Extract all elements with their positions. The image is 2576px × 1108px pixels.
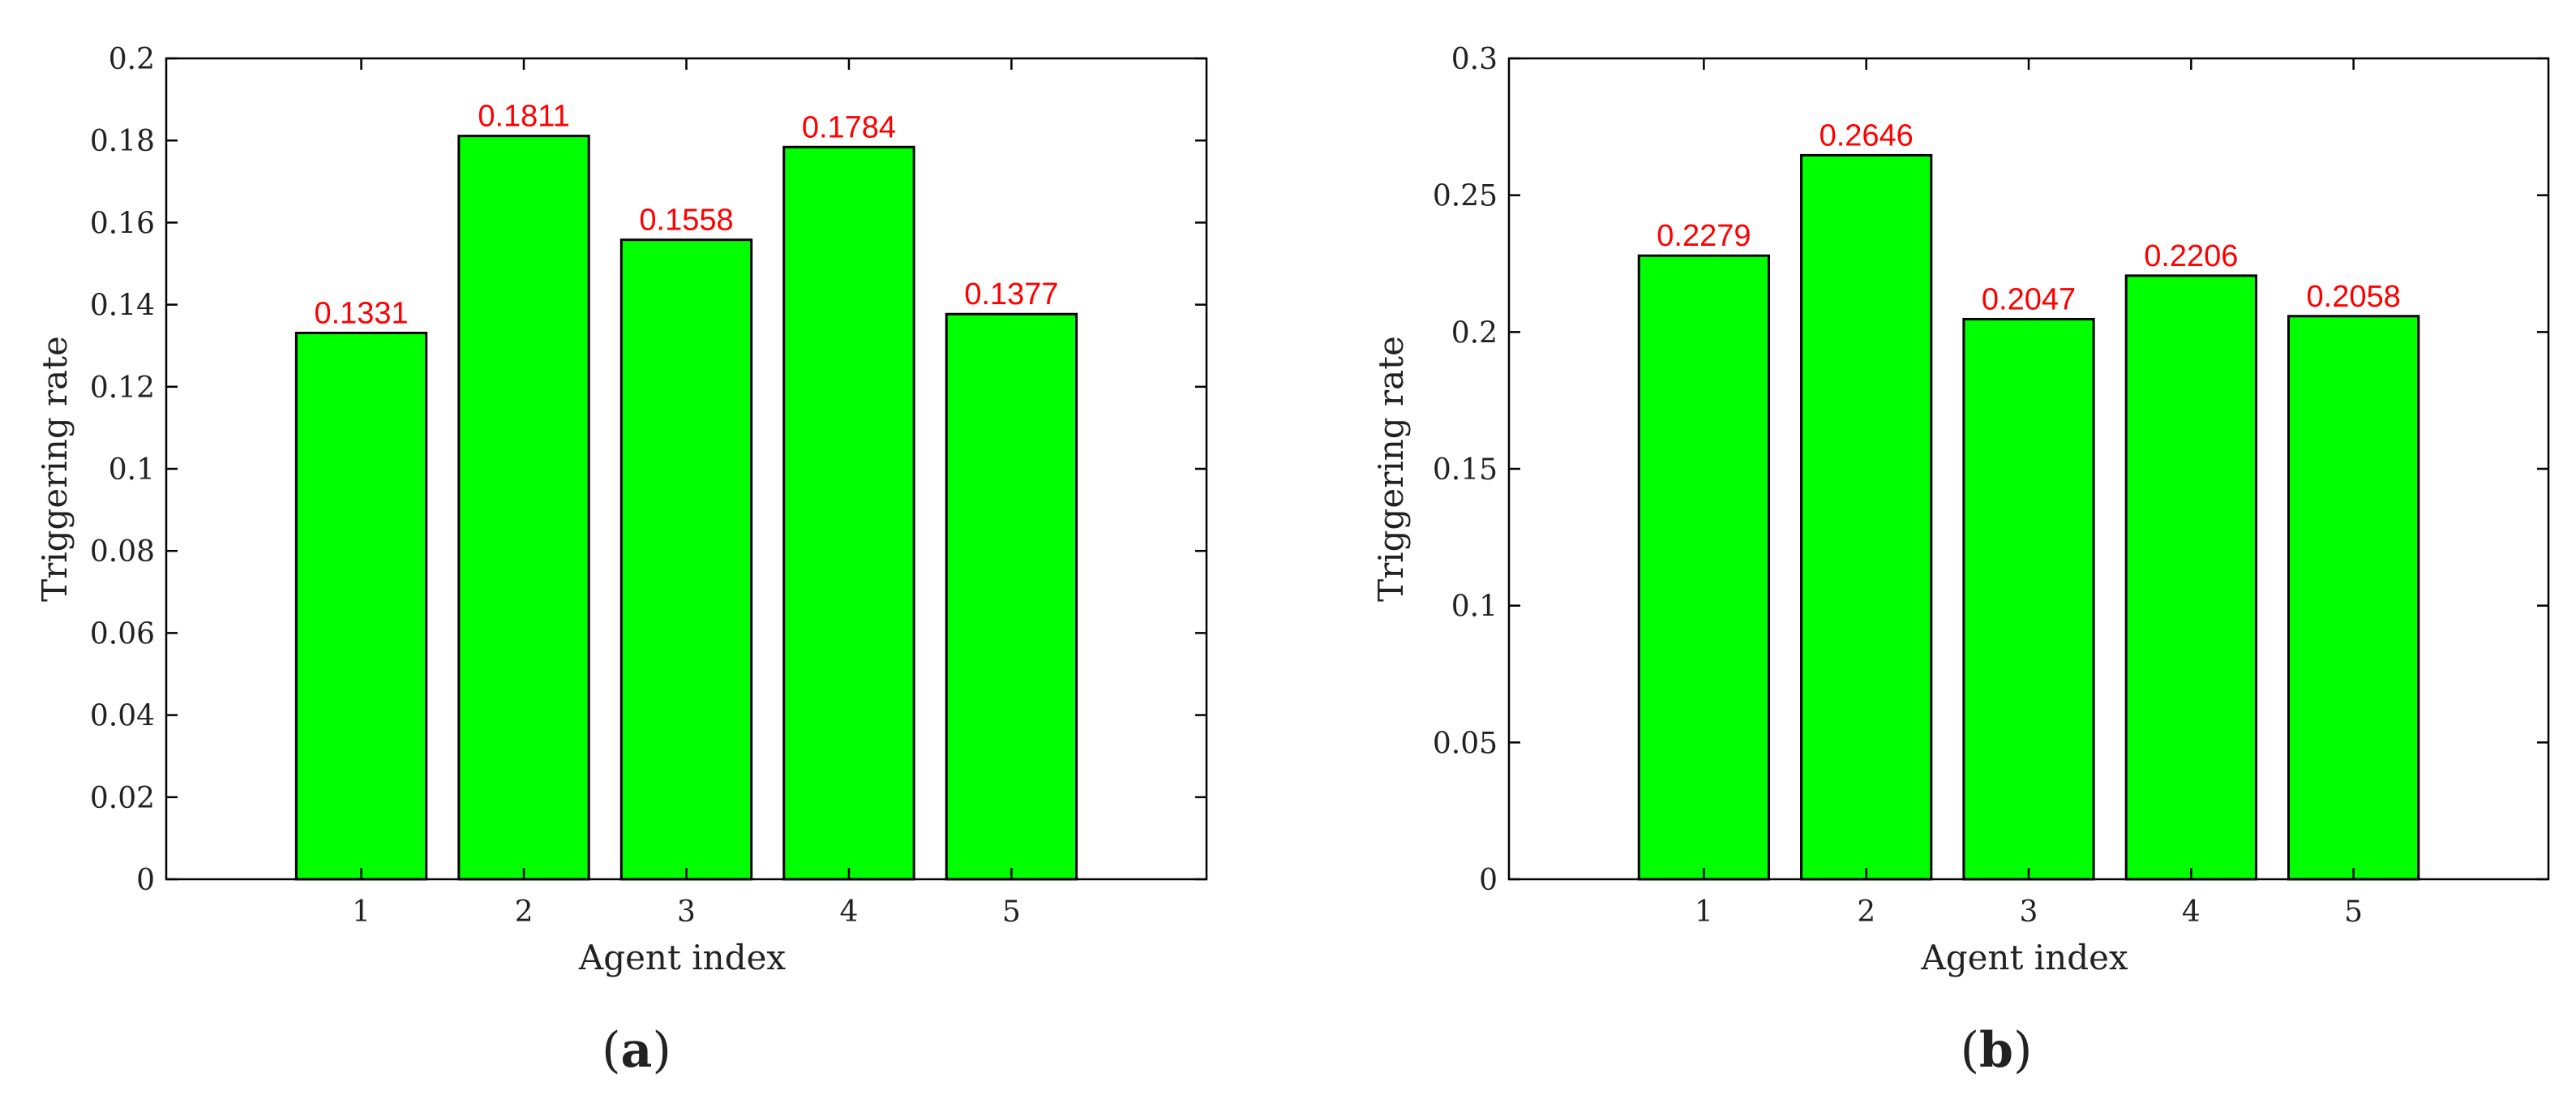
data-label: 0.2279 [1657,219,1751,253]
data-label: 0.1784 [802,110,896,144]
panel-label-a: (a) [602,1022,671,1079]
y-tick-label: 0.02 [90,782,155,815]
y-tick-label: 0.05 [1433,727,1498,760]
data-label: 0.2646 [1819,118,1914,152]
bar [294,332,428,881]
y-tick-label: 0.14 [90,290,155,323]
bar [1962,317,2095,881]
y-axis-label: Triggering rate [1371,336,1411,602]
y-tick-label: 0.2 [109,43,155,76]
bar [457,135,590,881]
data-label: 0.2047 [1982,282,2076,316]
bar [1637,254,1770,881]
chart-a: 0.1331 0.1811 0.1558 0.1784 0.1377 0 0.02 0.04 0… [35,43,1208,977]
y-tick-label: 0.1 [109,453,155,487]
chart-b: 0.2279 0.2646 0.2047 0.2206 0.2058 0 0.05 0.1 0.… [1371,43,2550,977]
y-tick-label: 0.18 [90,125,155,158]
y-tick-label: 0.25 [1433,180,1498,213]
x-tick-label: 5 [1002,895,1021,929]
data-label: 0.1331 [314,297,408,331]
y-axis-label: Triggering rate [35,336,75,602]
x-tick-label: 4 [2182,895,2201,929]
bar [945,312,1078,881]
data-label: 0.1377 [964,277,1058,311]
x-tick-label: 2 [1857,895,1875,929]
x-tick-label: 1 [352,895,371,929]
x-axis-label: Agent index [578,938,787,977]
y-tick-label: 0.15 [1433,453,1498,487]
y-tick-label: 0.06 [90,617,155,651]
bar [619,238,753,881]
bar [2124,274,2257,881]
y-tick-label: 0.2 [1451,316,1498,350]
x-tick-label: 1 [1695,895,1713,929]
bar [2287,315,2420,881]
y-tick-label: 0 [136,864,155,897]
data-label: 0.2058 [2307,280,2401,314]
y-tick-label: 0 [1479,864,1498,897]
y-tick-label: 0.12 [90,371,155,405]
x-tick-label: 2 [515,895,534,929]
x-tick-label: 5 [2344,895,2363,929]
data-label: 0.1558 [639,204,733,238]
y-tick-label: 0.08 [90,535,155,569]
x-axis-label: Agent index [1920,938,2128,977]
panel-label-b: (b) [1961,1022,2033,1079]
bar [782,145,915,881]
y-tick-label: 0.1 [1451,591,1498,624]
x-tick-label: 4 [840,895,859,929]
data-label: 0.1811 [478,100,569,134]
data-label: 0.2206 [2144,239,2238,273]
y-tick-label: 0.3 [1451,43,1498,76]
y-tick-label: 0.16 [90,207,155,240]
y-tick-label: 0.04 [90,700,155,733]
bar [1800,153,1933,881]
x-tick-label: 3 [2020,895,2038,929]
x-tick-label: 3 [677,895,696,929]
